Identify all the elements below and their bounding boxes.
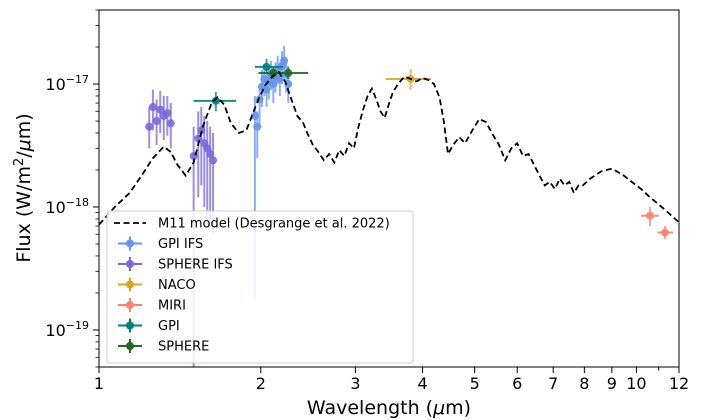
data-point	[166, 119, 175, 128]
legend-label: GPI	[158, 319, 180, 334]
legend-label: SPHERE IFS	[158, 258, 233, 273]
series-gpi	[193, 58, 284, 112]
legend-label: NACO	[158, 278, 196, 293]
legend-marker	[126, 321, 134, 330]
legend-item: GPI IFS	[118, 236, 203, 252]
data-point	[156, 105, 165, 114]
plot-area	[99, 45, 679, 367]
legend-marker	[126, 301, 134, 309]
legend-item: NACO	[118, 277, 196, 293]
x-tick-label: 4	[417, 374, 427, 393]
data-point	[163, 109, 172, 118]
legend-label: M11 model (Desgrange et al. 2022)	[158, 217, 390, 232]
data-point	[211, 96, 220, 105]
legend-item: MIRI	[118, 298, 186, 314]
x-tick-label: 5	[470, 374, 480, 393]
data-point	[145, 122, 154, 131]
x-tick-label: 1	[94, 374, 104, 393]
legend-label: MIRI	[158, 299, 186, 314]
legend-label: GPI IFS	[158, 237, 203, 252]
x-tick-label: 10	[626, 374, 646, 393]
y-tick-label: 10−19	[45, 319, 89, 340]
legend-marker	[126, 260, 134, 268]
x-tick-label: 9	[607, 374, 617, 393]
data-point	[262, 62, 271, 71]
y-axis-label: Flux (W/m2/μm)	[12, 113, 35, 262]
y-axis: 10−19 10−18 10−17	[45, 9, 99, 368]
series-miri	[641, 207, 674, 239]
x-axis: 1 2 3 4 5 6 7 8 9 10 12	[94, 367, 689, 393]
data-point	[152, 117, 161, 126]
legend-item: SPHERE IFS	[118, 257, 233, 273]
legend-item: SPHERE	[118, 339, 209, 355]
model-curve	[99, 70, 679, 226]
x-tick-label: 12	[669, 374, 689, 393]
x-tick-label: 2	[256, 374, 266, 393]
legend-label: SPHERE	[158, 340, 209, 355]
x-tick-label: 8	[579, 374, 589, 393]
x-tick-label: 3	[350, 374, 360, 393]
legend: M11 model (Desgrange et al. 2022) GPI IFS…	[106, 210, 414, 364]
series-sphere	[258, 67, 309, 79]
y-tick-label: 10−17	[45, 73, 89, 94]
x-tick-label: 7	[548, 374, 558, 393]
x-tick-label: 6	[512, 374, 522, 393]
legend-item: GPI	[118, 318, 180, 334]
data-point	[284, 68, 293, 77]
data-points	[145, 45, 674, 367]
legend-box	[106, 210, 414, 364]
data-point	[646, 211, 655, 220]
legend-marker	[126, 239, 134, 248]
legend-marker	[126, 342, 134, 350]
data-point	[284, 80, 293, 89]
data-point	[148, 103, 157, 112]
legend-marker	[126, 280, 134, 289]
data-point	[660, 228, 669, 237]
plot-frame	[98, 9, 680, 368]
data-point	[209, 156, 218, 165]
legend-item: M11 model (Desgrange et al. 2022)	[114, 217, 390, 232]
y-tick-label: 10−18	[45, 196, 89, 217]
x-axis-label: Wavelength (μm)	[307, 397, 471, 419]
